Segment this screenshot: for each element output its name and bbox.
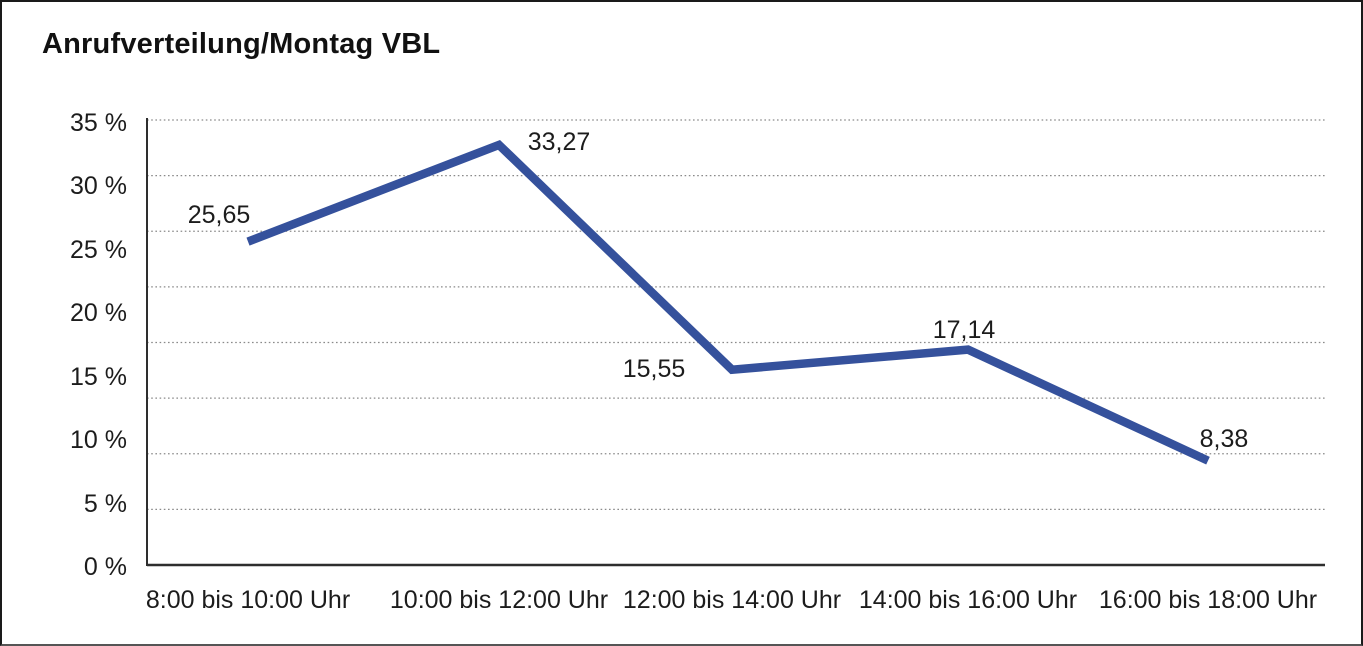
- y-tick-label: 10 %: [70, 426, 127, 455]
- y-tick-label: 15 %: [70, 362, 127, 391]
- data-value-label: 25,65: [187, 201, 251, 229]
- chart-title: Anrufverteilung/Montag VBL: [42, 28, 441, 60]
- data-value-label: 15,55: [622, 355, 686, 383]
- y-tick-label: 35 %: [70, 109, 127, 137]
- x-tick-label: 14:00 bis 16:00 Uhr: [858, 586, 1078, 614]
- data-value-label: 17,14: [932, 316, 996, 344]
- x-tick-label: 10:00 bis 12:00 Uhr: [389, 586, 609, 614]
- y-tick-label: 20 %: [70, 299, 127, 328]
- x-tick-label: 16:00 bis 18:00 Uhr: [1098, 586, 1318, 614]
- x-tick-label: 12:00 bis 14:00 Uhr: [622, 586, 842, 614]
- y-tick-label: 5 %: [83, 489, 127, 518]
- x-tick-label: 8:00 bis 10:00 Uhr: [145, 586, 351, 614]
- y-tick-label: 0 %: [83, 553, 127, 581]
- series-line: [246, 139, 1210, 465]
- data-value-label: 8,38: [1199, 425, 1249, 453]
- y-tick-label: 30 %: [70, 172, 127, 201]
- data-value-label: 33,27: [527, 128, 591, 156]
- y-tick-label: 25 %: [70, 235, 127, 264]
